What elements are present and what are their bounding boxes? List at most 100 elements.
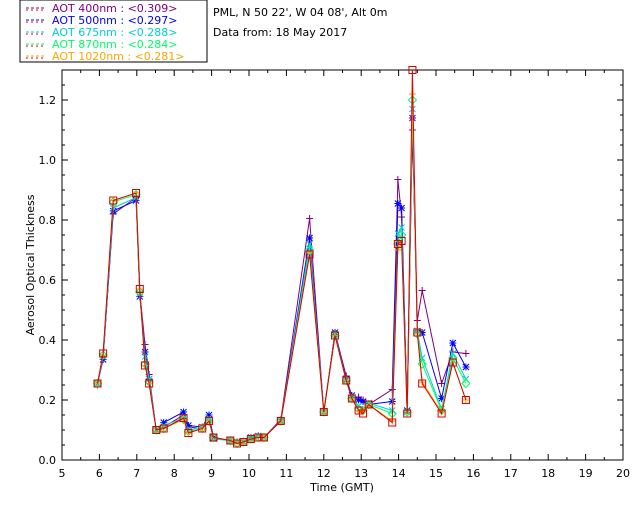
data-point bbox=[135, 285, 144, 293]
legend-entry: AOT 1020nm : <0.281> bbox=[52, 50, 185, 63]
data-point bbox=[355, 402, 362, 410]
data-point bbox=[364, 400, 373, 409]
x-tick-label: 7 bbox=[133, 467, 140, 480]
data-point bbox=[462, 350, 470, 357]
data-point bbox=[448, 358, 457, 367]
location-info: PML, N 50 22', W 04 08', Alt 0m bbox=[213, 6, 387, 19]
x-tick-label: 12 bbox=[317, 467, 331, 480]
series-layer bbox=[92, 66, 471, 449]
series-line bbox=[97, 93, 467, 445]
legend-entry: AOT 870nm : <0.284> bbox=[52, 38, 178, 51]
data-point bbox=[98, 350, 108, 360]
data-point bbox=[449, 339, 457, 347]
x-axis: 5 6 7 8 9 10 11 12 13 14 15 16 17 18 19 20 bbox=[59, 70, 630, 480]
data-point bbox=[306, 215, 314, 222]
y-tick-label: 0.4 bbox=[39, 334, 57, 347]
x-tick-label: 17 bbox=[504, 467, 518, 480]
date-info: Data from: 18 May 2017 bbox=[213, 26, 347, 39]
data-point bbox=[437, 409, 446, 418]
data-point bbox=[396, 230, 407, 240]
x-tick-label: 5 bbox=[59, 467, 66, 480]
x-tick-label: 16 bbox=[466, 467, 480, 480]
data-point bbox=[141, 353, 149, 360]
x-tick-label: 15 bbox=[429, 467, 443, 480]
series-line bbox=[97, 99, 467, 445]
data-point bbox=[417, 359, 427, 369]
data-point bbox=[403, 409, 412, 418]
x-tick-label: 9 bbox=[208, 467, 215, 480]
x-tick-label: 19 bbox=[579, 467, 593, 480]
series-line bbox=[97, 69, 467, 445]
data-point bbox=[359, 409, 368, 418]
legend-entry: AOT 400nm : <0.309> bbox=[52, 2, 178, 15]
series-5 bbox=[93, 66, 470, 448]
data-point bbox=[413, 328, 422, 337]
plot-frame bbox=[61, 69, 624, 461]
data-point bbox=[398, 204, 406, 212]
x-tick-label: 11 bbox=[279, 467, 293, 480]
data-point bbox=[319, 408, 328, 416]
data-point bbox=[461, 378, 471, 389]
y-axis: 0.0 0.2 0.4 0.6 0.8 1.0 1.2 bbox=[39, 84, 623, 467]
series-1 bbox=[94, 114, 470, 446]
data-point bbox=[93, 379, 102, 388]
x-tick-label: 6 bbox=[96, 467, 103, 480]
legend-entry: AOT 500nm : <0.297> bbox=[52, 14, 178, 27]
data-point bbox=[141, 341, 149, 348]
data-point bbox=[233, 439, 242, 448]
data-point bbox=[418, 287, 426, 294]
data-point bbox=[198, 424, 207, 433]
data-point bbox=[398, 224, 405, 231]
y-tick-label: 1.2 bbox=[39, 94, 57, 107]
data-point bbox=[145, 379, 154, 388]
data-point bbox=[438, 380, 446, 387]
data-point bbox=[159, 424, 168, 433]
data-point bbox=[184, 429, 193, 437]
legend-box bbox=[19, 0, 208, 63]
data-point bbox=[141, 361, 150, 370]
data-point bbox=[397, 237, 406, 245]
data-point bbox=[132, 189, 141, 197]
y-tick-label: 0.8 bbox=[39, 214, 57, 227]
data-point bbox=[394, 230, 402, 237]
x-tick-label: 18 bbox=[541, 467, 555, 480]
x-tick-label: 14 bbox=[392, 467, 406, 480]
data-point bbox=[305, 250, 314, 259]
y-tick-label: 0.6 bbox=[39, 274, 57, 287]
x-tick-label: 10 bbox=[242, 467, 256, 480]
data-point bbox=[408, 66, 417, 74]
y-axis-title: Aerosol Optical Thickness bbox=[24, 194, 37, 335]
data-point bbox=[418, 379, 427, 388]
data-point bbox=[342, 376, 351, 385]
x-tick-label: 13 bbox=[354, 467, 368, 480]
y-tick-label: 1.0 bbox=[39, 154, 57, 167]
series-0 bbox=[94, 126, 470, 446]
data-point bbox=[276, 417, 285, 425]
data-point bbox=[99, 349, 108, 358]
x-tick-label: 20 bbox=[616, 467, 630, 480]
data-point bbox=[109, 196, 118, 205]
data-point bbox=[462, 363, 470, 371]
x-tick-label: 8 bbox=[171, 467, 178, 480]
data-point bbox=[394, 176, 402, 183]
data-point bbox=[254, 433, 263, 442]
legend: AOT 400nm : <0.309>AOT 500nm : <0.297>AO… bbox=[19, 0, 208, 63]
data-point bbox=[209, 433, 218, 442]
data-point bbox=[402, 407, 412, 417]
x-axis-title: Time (GMT) bbox=[309, 481, 374, 494]
data-point bbox=[204, 417, 213, 425]
data-point bbox=[388, 418, 397, 427]
data-point bbox=[461, 396, 470, 404]
data-point bbox=[331, 331, 340, 340]
y-tick-label: 0.0 bbox=[39, 454, 57, 467]
data-point bbox=[259, 433, 268, 442]
data-point bbox=[347, 394, 356, 403]
legend-entry: AOT 675nm : <0.288> bbox=[52, 26, 178, 39]
data-point bbox=[394, 200, 402, 207]
data-point bbox=[306, 240, 313, 248]
data-point bbox=[178, 414, 189, 425]
data-point bbox=[306, 234, 314, 242]
data-point bbox=[179, 414, 188, 422]
y-tick-label: 0.2 bbox=[39, 394, 57, 407]
